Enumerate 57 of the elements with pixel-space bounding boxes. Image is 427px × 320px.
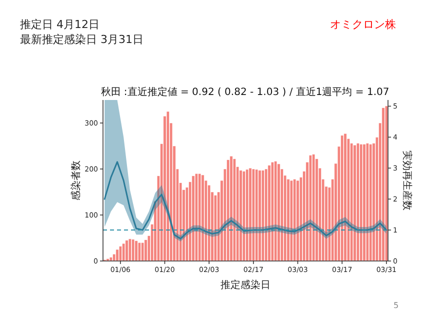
- bar: [293, 178, 296, 261]
- annotation: 最新推定感染日 3月31日: [20, 33, 144, 46]
- bar: [344, 133, 347, 261]
- bar: [369, 144, 372, 261]
- bar: [255, 169, 258, 261]
- bar: [312, 154, 316, 261]
- y2-axis-title: 実効再生産数: [401, 150, 413, 210]
- bar: [144, 240, 148, 261]
- annotation: 5: [393, 301, 399, 310]
- bar: [141, 242, 144, 261]
- bar: [268, 165, 271, 261]
- bar: [232, 158, 236, 261]
- bar: [384, 106, 388, 261]
- bar: [118, 246, 122, 261]
- bar: [116, 249, 119, 261]
- bar: [192, 176, 195, 261]
- bar: [239, 170, 242, 261]
- bar: [308, 155, 312, 261]
- bar: [214, 195, 217, 261]
- bar: [258, 170, 262, 261]
- bar: [242, 171, 246, 261]
- bar: [252, 168, 255, 261]
- bar: [362, 144, 366, 261]
- bar: [264, 168, 268, 261]
- bar: [353, 144, 356, 261]
- bar: [248, 168, 252, 261]
- bar: [340, 135, 344, 261]
- bar: [109, 257, 112, 261]
- bar: [226, 160, 230, 261]
- bar: [290, 180, 293, 261]
- bar: [286, 178, 290, 261]
- x-axis-title: 推定感染日: [220, 279, 270, 291]
- bar: [356, 143, 360, 261]
- bar: [134, 240, 138, 261]
- bar: [360, 144, 363, 261]
- bar: [270, 162, 274, 261]
- bar: [201, 174, 204, 261]
- bar: [277, 164, 280, 261]
- bar: [246, 169, 249, 261]
- bar: [194, 173, 198, 261]
- bar: [274, 161, 278, 261]
- bar: [166, 111, 170, 261]
- annotation: 推定日 4月12日: [20, 18, 100, 31]
- bar: [230, 156, 233, 261]
- annotation: オミクロン株: [330, 18, 396, 31]
- bar: [261, 170, 264, 261]
- bar: [128, 238, 132, 261]
- bar: [366, 143, 369, 261]
- bar: [125, 240, 128, 261]
- y-axis-title: 感染者数: [70, 160, 82, 200]
- bar: [132, 239, 135, 261]
- chart-title: 秋田 :直近推定値 = 0.92 ( 0.82 - 1.03 ) / 直近1週平均 = 1.07: [100, 86, 390, 98]
- bar: [382, 108, 385, 261]
- bar: [138, 242, 141, 261]
- bar: [122, 243, 126, 261]
- bar: [296, 180, 300, 261]
- bar: [198, 173, 202, 261]
